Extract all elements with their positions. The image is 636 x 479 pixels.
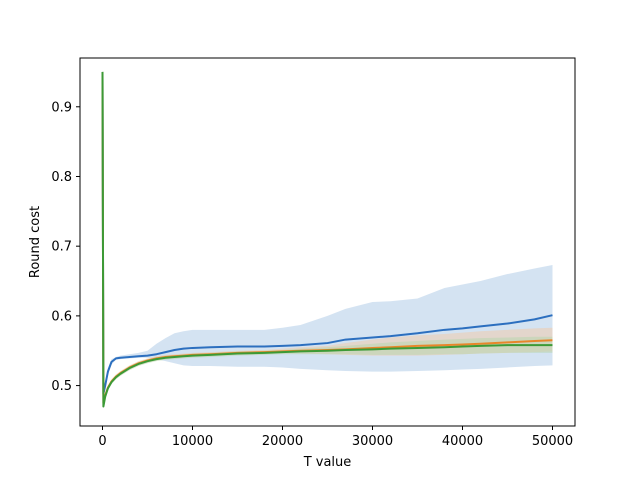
y-axis-label: Round cost <box>28 206 43 278</box>
x-tick-label: 50000 <box>532 434 573 449</box>
line-series-3 <box>101 71 553 408</box>
x-axis-label: T value <box>303 455 352 470</box>
band-series-1 <box>102 71 553 397</box>
y-tick-label: 0.8 <box>51 170 72 185</box>
y-tick-label: 0.9 <box>51 100 72 115</box>
y-axis-ticks: 0.5 0.6 0.7 0.8 0.9 <box>51 100 80 394</box>
y-tick-label: 0.5 <box>51 379 72 394</box>
x-tick-label: 30000 <box>352 434 393 449</box>
x-tick-label: 0 <box>98 434 106 449</box>
series-lines <box>101 71 553 408</box>
y-tick-label: 0.6 <box>51 309 72 324</box>
x-tick-label: 40000 <box>442 434 483 449</box>
x-axis-ticks: 0 10000 20000 30000 40000 50000 <box>98 426 573 449</box>
x-tick-label: 10000 <box>172 434 213 449</box>
plot-frame <box>79 57 576 427</box>
x-tick-label: 20000 <box>262 434 303 449</box>
line-series-1 <box>101 71 553 395</box>
confidence-bands <box>102 71 553 409</box>
y-tick-label: 0.7 <box>51 240 72 255</box>
